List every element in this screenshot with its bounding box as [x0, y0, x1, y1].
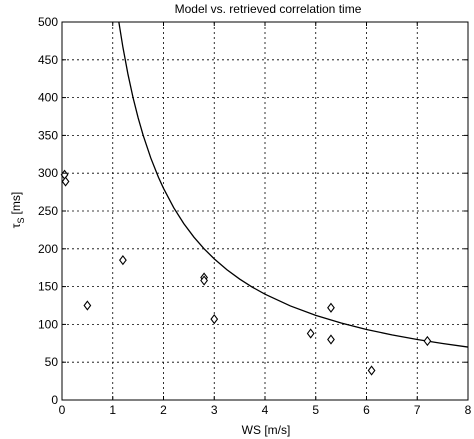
x-tick-label: 2 [160, 403, 167, 417]
data-point [367, 365, 376, 376]
data-point [210, 314, 219, 325]
chart-title: Model vs. retrieved correlation time [175, 2, 362, 16]
y-tick-label: 350 [38, 128, 58, 142]
y-tick-labels: 0 50 100 150 200 250 300 350 400 450 500 [38, 15, 58, 407]
y-axis-symbol: τ [9, 223, 23, 228]
y-tick-label: 0 [51, 393, 58, 407]
x-axis-title: WS [m/s] [242, 423, 291, 437]
data-point [83, 300, 92, 311]
x-tick-label: 3 [211, 403, 218, 417]
x-tick-label: 8 [465, 403, 472, 417]
axis-ticks [61, 21, 469, 401]
data-point [423, 335, 432, 347]
y-axis-subscript: S [16, 217, 26, 223]
y-axis-title-text: τS [ms] [9, 192, 26, 228]
y-tick-label: 150 [38, 280, 58, 294]
data-point [61, 176, 70, 187]
x-tick-label: 7 [414, 403, 421, 417]
x-tick-labels: 0 1 2 3 4 5 6 7 8 [59, 403, 472, 417]
grid [62, 22, 468, 400]
data-points-layer [60, 169, 432, 376]
x-tick-label: 1 [109, 403, 116, 417]
data-point [200, 275, 208, 286]
x-tick-label: 0 [59, 403, 66, 417]
y-tick-label: 200 [38, 242, 58, 256]
y-tick-label: 400 [38, 91, 58, 105]
x-tick-label: 5 [312, 403, 319, 417]
x-tick-label: 6 [363, 403, 370, 417]
x-tick-label: 4 [262, 403, 269, 417]
y-axis-title: τS [ms] [9, 192, 26, 228]
y-tick-label: 450 [38, 53, 58, 67]
model-curve [118, 21, 469, 348]
data-point [327, 302, 335, 313]
data-point [327, 334, 335, 345]
y-tick-label: 500 [38, 15, 58, 29]
model-curve-layer [118, 21, 469, 348]
y-tick-label: 300 [38, 166, 58, 180]
data-point [119, 255, 127, 266]
y-tick-label: 50 [45, 355, 59, 369]
y-axis-unit: [ms] [9, 192, 23, 215]
y-tick-label: 250 [38, 204, 58, 218]
y-tick-label: 100 [38, 317, 58, 331]
data-point [306, 328, 315, 339]
